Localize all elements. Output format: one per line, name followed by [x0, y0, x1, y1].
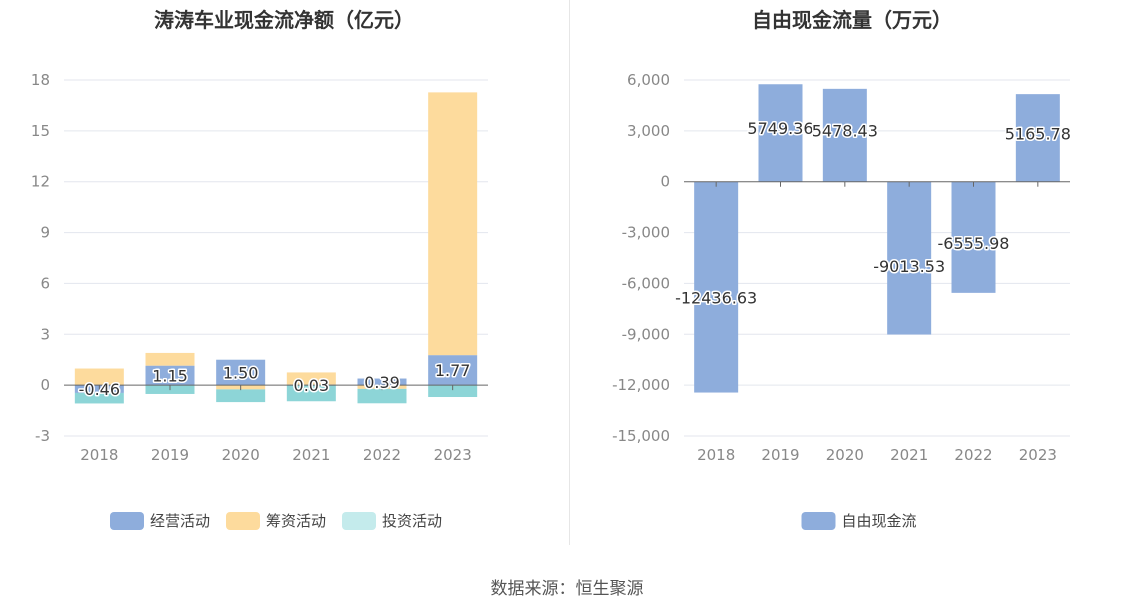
- bar-2019: [758, 84, 803, 182]
- x-tick-label-2018: 2018: [697, 446, 735, 464]
- y-tick-label: -3: [35, 427, 50, 445]
- bar-2018: [694, 181, 739, 393]
- legend-swatch-投资活动: [342, 512, 376, 530]
- data-label-2021: -9013.53: [873, 257, 945, 276]
- bar-2023-筹资活动: [428, 92, 478, 356]
- y-tick-label: 18: [31, 71, 50, 89]
- legend-label-投资活动: 投资活动: [382, 512, 442, 530]
- bar-2018-筹资活动: [74, 368, 124, 386]
- data-label-2022: 0.39: [364, 373, 400, 392]
- right-chart-title: 自由现金流量（万元）: [752, 8, 952, 32]
- bar-2022-投资活动: [357, 388, 407, 404]
- bar-2020-经营活动: [216, 359, 266, 386]
- bar-2023-经营活动: [428, 355, 478, 386]
- free-cash-flow-chart-panel: 自由现金流量（万元） -15,000 -12,000 -9,000 -6,000 -3,…: [570, 0, 1134, 545]
- y-tick-label: -12,000: [612, 376, 670, 394]
- bar-2020: [822, 88, 867, 182]
- left-chart-title: 涛涛车业现金流净额（亿元）: [154, 8, 414, 32]
- y-tick-label: 0: [40, 376, 50, 394]
- data-label-2020: 5478.43: [812, 122, 878, 141]
- x-tick-label-2019: 2019: [761, 446, 799, 464]
- bar-2021-筹资活动: [286, 372, 336, 385]
- data-label-2018: -12436.63: [675, 289, 757, 308]
- bar-2022-经营活动: [357, 378, 407, 386]
- bar-2022: [951, 181, 996, 293]
- free-cash-flow-bar-chart: -15,000 -12,000 -9,000 -6,000 -3,000 0 3,000 6,…: [612, 71, 1072, 530]
- bar-2021: [887, 181, 932, 335]
- y-tick-label: -3,000: [622, 224, 670, 242]
- y-tick-label: 6: [40, 274, 50, 292]
- bar-2023-投资活动: [428, 385, 478, 398]
- data-label-2021: 0.03: [294, 376, 330, 395]
- x-tick-label-2022: 2022: [954, 446, 992, 464]
- bar-2023: [1015, 94, 1060, 182]
- legend-swatch-自由现金流: [801, 512, 836, 530]
- y-tick-label: 15: [31, 122, 50, 140]
- data-label-2023: 1.77: [435, 361, 471, 380]
- y-tick-label: -6,000: [622, 274, 670, 292]
- x-tick-label-2020: 2020: [222, 446, 260, 464]
- y-tick-label: 6,000: [627, 71, 670, 89]
- bar-2019-筹资活动: [145, 352, 195, 366]
- x-tick-label-2020: 2020: [826, 446, 864, 464]
- panel-divider: [569, 0, 570, 545]
- data-label-2019: 1.15: [152, 366, 188, 385]
- cash-flow-stacked-bar-chart: -3 0 3 6 9 12 15 18 2018 2019 2020 2021 2022 2023 -0.4…: [31, 71, 488, 530]
- x-tick-label-2021: 2021: [890, 446, 928, 464]
- data-label-2020: 1.50: [223, 363, 259, 382]
- y-tick-label: 12: [31, 173, 50, 191]
- x-tick-label-2023: 2023: [1019, 446, 1057, 464]
- x-tick-label-2021: 2021: [292, 446, 330, 464]
- legend-label-自由现金流: 自由现金流: [842, 512, 917, 530]
- y-tick-label: -9,000: [622, 325, 670, 343]
- x-tick-label-2023: 2023: [434, 446, 472, 464]
- y-tick-label: 9: [40, 224, 50, 242]
- bar-2019-经营活动: [145, 365, 195, 386]
- bar-2020-投资活动: [216, 389, 266, 403]
- data-source-note: 数据来源：恒生聚源: [490, 579, 644, 599]
- legend-label-筹资活动: 筹资活动: [266, 512, 326, 530]
- data-label-2022: -6555.98: [938, 234, 1010, 253]
- legend-swatch-经营活动: [110, 512, 144, 530]
- x-tick-label-2019: 2019: [151, 446, 189, 464]
- x-tick-label-2022: 2022: [363, 446, 401, 464]
- legend-swatch-筹资活动: [226, 512, 260, 530]
- bar-2018-投资活动: [74, 392, 124, 404]
- y-tick-label: 3,000: [627, 122, 670, 140]
- y-tick-label: -15,000: [612, 427, 670, 445]
- y-tick-label: 3: [40, 325, 50, 343]
- data-label-2018: -0.46: [79, 380, 120, 399]
- data-label-2019: 5749.36: [747, 119, 813, 138]
- x-tick-label-2018: 2018: [80, 446, 118, 464]
- legend-label-经营活动: 经营活动: [150, 512, 210, 530]
- y-tick-label: 0: [660, 173, 670, 191]
- data-label-2023: 5165.78: [1005, 125, 1071, 144]
- cash-flow-chart-panel: 涛涛车业现金流净额（亿元） -3 0 3 6 9 12 15 18 2018 2019 2020 20…: [0, 0, 568, 545]
- bar-2021-投资活动: [286, 385, 336, 402]
